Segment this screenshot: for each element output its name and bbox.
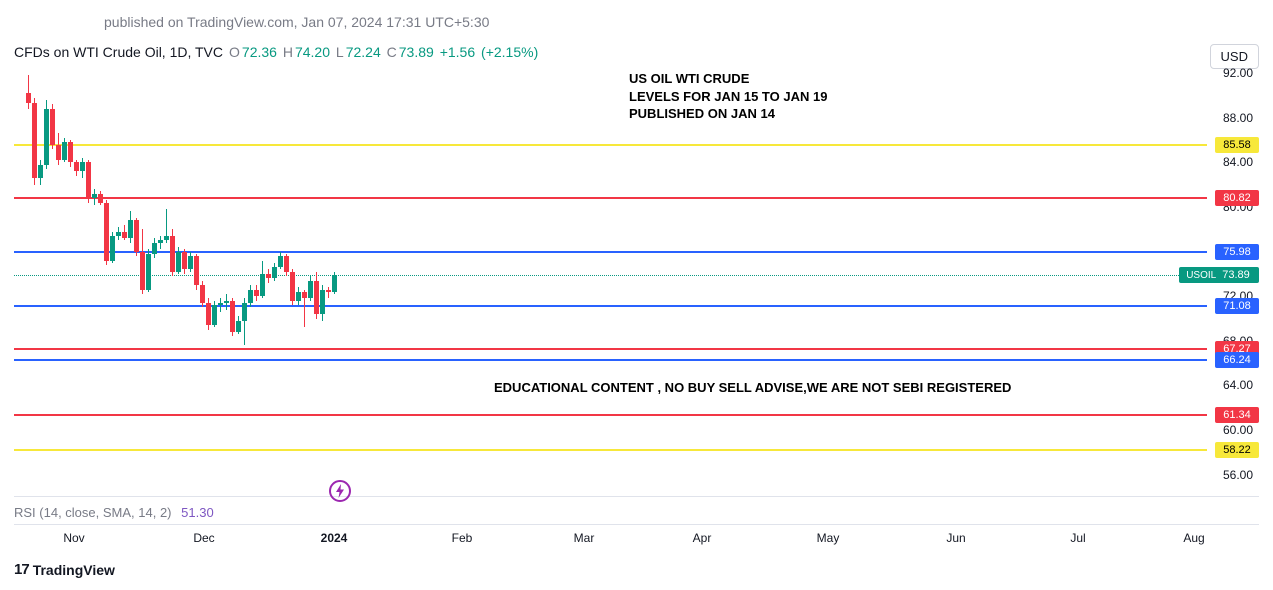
disclaimer-note: EDUCATIONAL CONTENT , NO BUY SELL ADVISE… xyxy=(494,379,1011,397)
ohlc-block: O72.36 H74.20 L72.24 C73.89 +1.56 (+2.15… xyxy=(229,44,540,60)
y-tick: 56.00 xyxy=(1223,468,1253,482)
level-line[interactable] xyxy=(14,251,1207,253)
x-tick: Apr xyxy=(693,531,712,545)
level-price-tag: 58.22 xyxy=(1215,442,1259,458)
y-tick: 88.00 xyxy=(1223,111,1253,125)
x-tick: Jul xyxy=(1070,531,1085,545)
level-line[interactable] xyxy=(14,414,1207,416)
level-line[interactable] xyxy=(14,359,1207,361)
chart-header: CFDs on WTI Crude Oil, 1D, TVC O72.36 H7… xyxy=(14,44,1259,60)
headline-note: US OIL WTI CRUDE LEVELS FOR JAN 15 TO JA… xyxy=(629,70,827,123)
level-line[interactable] xyxy=(14,144,1207,146)
level-price-tag: 80.82 xyxy=(1215,190,1259,206)
level-line[interactable] xyxy=(14,305,1207,307)
time-axis: Nov Dec 2024 Feb Mar Apr May Jun Jul Aug xyxy=(14,525,1259,555)
level-price-tag: 61.34 xyxy=(1215,407,1259,423)
tradingview-logo-icon: 17 xyxy=(14,561,27,578)
x-tick: Jun xyxy=(946,531,965,545)
current-price-tag: USOIL 73.89 xyxy=(1179,267,1259,283)
y-tick: 64.00 xyxy=(1223,378,1253,392)
x-tick: Aug xyxy=(1183,531,1204,545)
level-line[interactable] xyxy=(14,348,1207,350)
x-tick: May xyxy=(817,531,840,545)
published-line: published on TradingView.com, Jan 07, 20… xyxy=(104,14,1259,30)
level-price-tag: 75.98 xyxy=(1215,244,1259,260)
level-price-tag: 66.24 xyxy=(1215,352,1259,368)
price-chart[interactable]: 92.0088.0084.0080.0076.0072.0068.0064.00… xyxy=(14,62,1259,497)
rsi-row: RSI (14, close, SMA, 14, 2) 51.30 xyxy=(14,497,1259,525)
level-price-tag: 71.08 xyxy=(1215,298,1259,314)
y-tick: 84.00 xyxy=(1223,155,1253,169)
current-price-line xyxy=(14,275,1207,276)
level-line[interactable] xyxy=(14,197,1207,199)
level-line[interactable] xyxy=(14,449,1207,451)
y-tick: 92.00 xyxy=(1223,66,1253,80)
x-tick: Mar xyxy=(574,531,595,545)
x-tick: 2024 xyxy=(321,531,348,545)
level-price-tag: 85.58 xyxy=(1215,137,1259,153)
symbol-desc: CFDs on WTI Crude Oil, 1D, TVC xyxy=(14,44,223,60)
x-tick: Nov xyxy=(63,531,84,545)
x-tick: Dec xyxy=(193,531,214,545)
y-tick: 60.00 xyxy=(1223,423,1253,437)
footer-brand: 17 TradingView xyxy=(14,561,1259,578)
x-tick: Feb xyxy=(452,531,473,545)
